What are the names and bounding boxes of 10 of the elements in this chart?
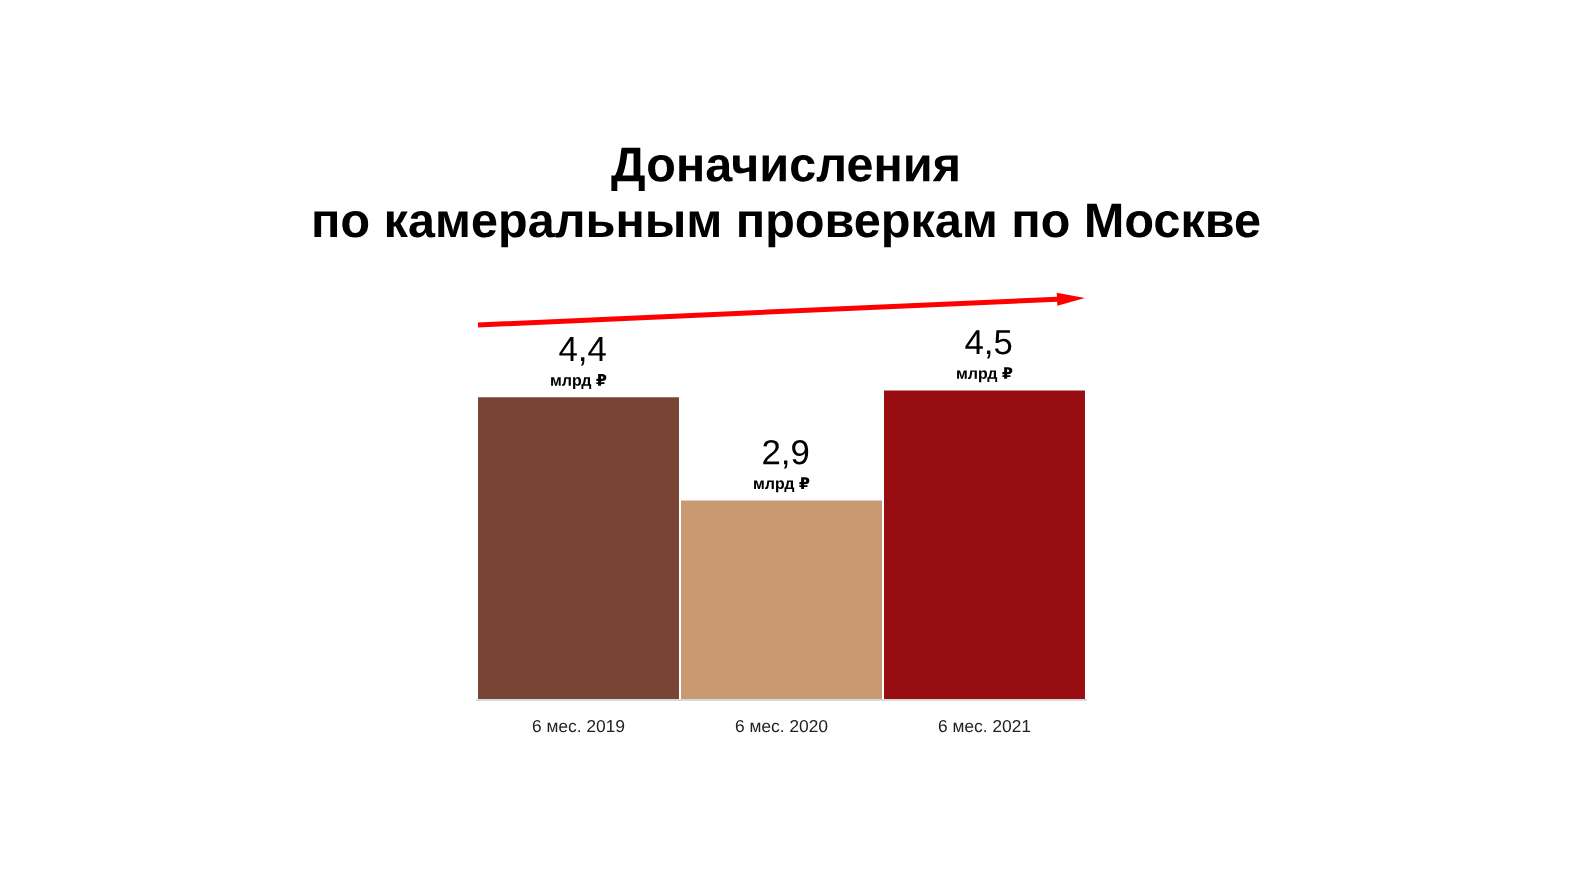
data-label: 2,9 [763,439,809,469]
data-label: 4,5 [965,330,1012,359]
chart-title: Доначисления по камеральным проверкам по Москве [314,147,1260,248]
annotation: млрд ₽ [551,374,607,390]
data-label: 4,4 [559,337,606,366]
x-tick-label: 6 мес. 2019 [532,719,625,733]
annotation: млрд ₽ [957,367,1013,383]
x-tick-label: 6 мес. 2021 [938,719,1031,733]
x-tick-label: 6 мес. 2020 [735,719,828,733]
annotation: млрд ₽ [754,477,810,493]
